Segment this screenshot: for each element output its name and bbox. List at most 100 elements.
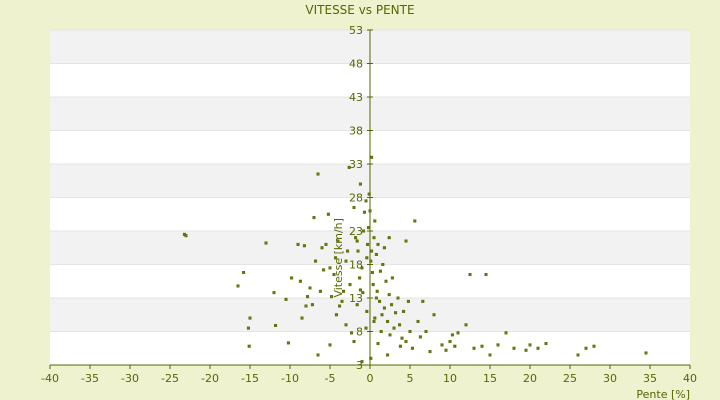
x-tick-label: -20 bbox=[201, 372, 219, 385]
data-point bbox=[402, 309, 406, 313]
y-tick-label: 13 bbox=[349, 292, 363, 305]
data-point bbox=[484, 273, 488, 277]
data-point bbox=[400, 336, 404, 340]
data-point bbox=[528, 343, 532, 347]
data-point bbox=[424, 330, 428, 334]
data-point bbox=[375, 289, 379, 293]
x-tick-label: 25 bbox=[563, 372, 577, 385]
data-point bbox=[316, 353, 320, 357]
data-point bbox=[328, 343, 332, 347]
data-point bbox=[360, 360, 364, 364]
data-point bbox=[372, 319, 376, 323]
data-point bbox=[369, 259, 373, 263]
data-point bbox=[644, 351, 648, 355]
data-point bbox=[364, 199, 368, 203]
data-point bbox=[418, 335, 422, 339]
x-tick-label: 15 bbox=[483, 372, 497, 385]
data-point bbox=[504, 331, 508, 335]
data-point bbox=[344, 259, 348, 263]
data-point bbox=[352, 206, 356, 210]
x-tick-labels: -40 -35 -30 -25 -20 -15 -10 -5 0 5 10 15 20 25 30 35 40 bbox=[41, 365, 697, 385]
data-point bbox=[365, 256, 369, 260]
data-point bbox=[408, 330, 412, 334]
data-point bbox=[512, 346, 516, 350]
data-point bbox=[396, 296, 400, 300]
data-point bbox=[286, 341, 290, 345]
data-point bbox=[488, 353, 492, 357]
data-point bbox=[379, 330, 383, 334]
x-tick-label: -10 bbox=[281, 372, 299, 385]
data-point bbox=[300, 316, 304, 320]
data-point bbox=[374, 252, 378, 256]
data-point bbox=[246, 326, 250, 330]
data-point bbox=[404, 340, 408, 344]
data-point bbox=[340, 299, 344, 303]
data-point bbox=[453, 344, 457, 348]
data-point bbox=[440, 343, 444, 347]
data-point bbox=[248, 316, 252, 320]
data-point bbox=[406, 299, 410, 303]
data-point bbox=[352, 340, 356, 344]
data-point bbox=[344, 323, 348, 327]
y-axis-label: Vitesse [km/h] bbox=[332, 218, 345, 298]
x-tick-label: 35 bbox=[643, 372, 657, 385]
x-tick-label: 5 bbox=[407, 372, 414, 385]
x-tick-label: -25 bbox=[161, 372, 179, 385]
data-point bbox=[373, 316, 377, 320]
x-axis-label: Pente [%] bbox=[636, 388, 690, 400]
data-point bbox=[316, 172, 320, 176]
data-point bbox=[184, 234, 188, 238]
x-tick-label: -35 bbox=[81, 372, 99, 385]
data-point bbox=[366, 226, 370, 230]
data-point bbox=[318, 289, 322, 293]
data-point bbox=[378, 269, 382, 273]
data-point bbox=[496, 343, 500, 347]
data-point bbox=[464, 323, 468, 327]
data-point bbox=[338, 304, 342, 308]
data-point bbox=[362, 210, 366, 214]
data-point bbox=[413, 219, 417, 223]
data-point bbox=[236, 284, 240, 288]
data-point bbox=[366, 242, 370, 246]
data-point bbox=[410, 346, 414, 350]
data-point bbox=[284, 297, 288, 301]
data-point bbox=[347, 165, 351, 169]
data-point bbox=[394, 311, 398, 315]
data-point bbox=[376, 242, 380, 246]
data-point bbox=[388, 333, 392, 337]
data-point bbox=[368, 209, 372, 213]
data-point bbox=[370, 249, 374, 253]
data-point bbox=[576, 353, 580, 357]
data-point bbox=[387, 236, 391, 240]
data-point bbox=[264, 241, 268, 245]
data-point bbox=[376, 342, 380, 346]
data-point bbox=[274, 323, 278, 327]
data-point bbox=[404, 239, 408, 243]
data-point bbox=[384, 279, 388, 283]
x-tick-label: -15 bbox=[241, 372, 259, 385]
data-point bbox=[372, 236, 376, 240]
data-point bbox=[392, 326, 396, 330]
data-point bbox=[398, 323, 402, 327]
x-tick-label: -40 bbox=[41, 372, 59, 385]
data-point bbox=[334, 313, 338, 317]
x-tick-label: 20 bbox=[523, 372, 537, 385]
data-point bbox=[360, 266, 364, 270]
data-point bbox=[362, 229, 366, 233]
data-point bbox=[387, 293, 391, 297]
data-point bbox=[336, 239, 340, 243]
y-tick-label: 8 bbox=[356, 326, 363, 339]
data-point bbox=[330, 295, 334, 299]
data-point bbox=[356, 249, 360, 253]
data-point bbox=[334, 256, 338, 260]
data-point bbox=[472, 346, 476, 350]
data-point bbox=[296, 242, 300, 246]
data-point bbox=[332, 273, 336, 277]
data-point bbox=[380, 313, 384, 317]
data-point bbox=[247, 344, 251, 348]
data-point bbox=[421, 299, 425, 303]
data-point bbox=[290, 276, 294, 280]
chart-title: VITESSE vs PENTE bbox=[305, 3, 414, 17]
